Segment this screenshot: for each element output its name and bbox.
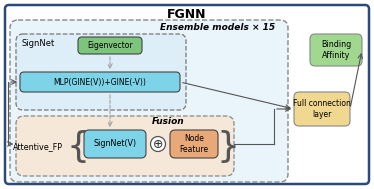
FancyBboxPatch shape [20, 72, 180, 92]
FancyBboxPatch shape [170, 130, 218, 158]
Text: Full connection
layer: Full connection layer [293, 99, 351, 119]
FancyBboxPatch shape [16, 116, 234, 176]
Text: }: } [217, 130, 239, 164]
Text: Fusion: Fusion [152, 118, 184, 126]
FancyBboxPatch shape [5, 5, 369, 184]
Text: FGNN: FGNN [167, 8, 207, 20]
Text: ⊕: ⊕ [153, 138, 163, 150]
Text: Ensemble models × 15: Ensemble models × 15 [160, 23, 276, 33]
Text: Node
Feature: Node Feature [180, 134, 209, 154]
Text: Binding
Affinity: Binding Affinity [321, 40, 351, 60]
FancyBboxPatch shape [294, 92, 350, 126]
FancyBboxPatch shape [310, 34, 362, 66]
Circle shape [150, 136, 166, 152]
Text: {: { [67, 130, 89, 164]
Text: SignNet: SignNet [21, 39, 55, 47]
FancyBboxPatch shape [84, 130, 146, 158]
Text: Eigenvector: Eigenvector [87, 41, 133, 50]
FancyBboxPatch shape [10, 20, 288, 182]
Text: SignNet(V): SignNet(V) [94, 139, 137, 149]
FancyBboxPatch shape [16, 34, 186, 110]
FancyBboxPatch shape [78, 37, 142, 54]
Text: MLP(GINE(V))+GINE(-V)): MLP(GINE(V))+GINE(-V)) [53, 77, 147, 87]
Text: Attentive_FP: Attentive_FP [13, 143, 63, 152]
